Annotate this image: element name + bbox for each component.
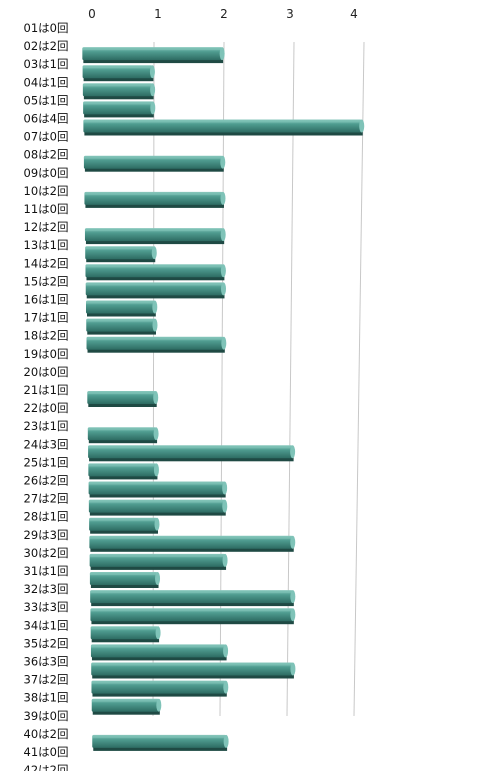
x-tick-label: 4 (350, 7, 358, 21)
bar (88, 481, 228, 498)
category-label: 06は4回 (24, 112, 69, 126)
category-label: 08は2回 (24, 148, 69, 162)
category-label: 21は1回 (24, 383, 69, 397)
x-tick-label: 0 (88, 7, 96, 21)
category-label: 37は2回 (24, 673, 69, 687)
category-label: 29は3回 (24, 528, 69, 542)
bar (90, 626, 161, 643)
bar (89, 517, 160, 534)
category-label: 34は1回 (24, 618, 69, 632)
x-tick-label: 2 (220, 7, 228, 21)
category-label: 23は1回 (24, 419, 69, 433)
bar (89, 553, 228, 570)
category-label: 02は2回 (24, 39, 69, 53)
category-label: 03は1回 (24, 57, 69, 71)
bar (82, 47, 225, 64)
bar (83, 155, 226, 172)
bar (85, 300, 158, 317)
bar (91, 680, 229, 697)
bar (91, 662, 296, 679)
category-label: 33は3回 (24, 600, 69, 614)
category-label: 28は1回 (24, 510, 69, 524)
category-label: 10は2回 (24, 184, 69, 198)
bar (90, 590, 296, 607)
bar (91, 698, 162, 715)
category-label: 04は1回 (24, 75, 69, 89)
bar (87, 427, 159, 444)
category-label: 15は2回 (24, 274, 69, 288)
category-label: 24は3回 (24, 437, 69, 451)
x-tick-labels: 0 1 2 3 4 (88, 7, 358, 21)
category-label: 26は2回 (24, 474, 69, 488)
bar (90, 608, 296, 625)
category-label: 39は0回 (24, 709, 69, 723)
category-label: 20は0回 (24, 365, 69, 379)
category-label: 30は2回 (24, 546, 69, 560)
bar (88, 463, 159, 480)
bar (88, 499, 228, 516)
bar (86, 318, 158, 335)
bar (86, 336, 227, 353)
category-label: 42は2回 (24, 763, 69, 771)
category-label: 05は1回 (24, 93, 69, 107)
category-labels: 01は0回 02は2回 03は1回 04は1回 05は1回 06は4回 07は0回 08は2回… (24, 21, 69, 771)
category-label: 14は2回 (24, 256, 69, 270)
bar (85, 264, 226, 281)
bar (87, 391, 159, 407)
category-label: 11は0回 (24, 202, 69, 216)
category-label: 35は2回 (24, 636, 69, 650)
category-label: 38は1回 (24, 691, 69, 705)
category-label: 09は0回 (24, 166, 69, 180)
category-label: 12は2回 (24, 220, 69, 234)
category-label: 32は3回 (24, 582, 69, 596)
bar (83, 101, 156, 118)
bar (82, 83, 156, 100)
bar (89, 572, 161, 588)
category-label: 27は2回 (24, 492, 69, 506)
category-label: 31は1回 (24, 564, 69, 578)
bar (89, 535, 296, 552)
bars (82, 47, 365, 751)
category-label: 40は2回 (24, 727, 69, 741)
category-label: 25は1回 (24, 455, 69, 469)
bar (84, 228, 226, 245)
bar (90, 644, 229, 661)
bar (85, 246, 157, 263)
bar (83, 119, 365, 136)
category-label: 19は0回 (24, 347, 69, 361)
category-label: 41は0回 (24, 745, 69, 759)
category-label: 16は1回 (24, 293, 69, 307)
category-label: 17は1回 (24, 311, 69, 325)
category-label: 07は0回 (24, 130, 69, 144)
gridline-4 (353, 41, 365, 717)
category-label: 01は0回 (24, 21, 69, 35)
category-label: 22は0回 (24, 401, 69, 415)
category-label: 13は1回 (24, 238, 69, 252)
category-label: 18は2回 (24, 329, 69, 343)
bar (82, 65, 155, 82)
category-label: 36は3回 (24, 655, 69, 669)
bar (92, 734, 229, 751)
bar (85, 282, 226, 299)
x-tick-label: 3 (286, 7, 294, 21)
bar (84, 191, 226, 208)
bar (88, 445, 296, 462)
x-tick-label: 1 (154, 7, 162, 21)
